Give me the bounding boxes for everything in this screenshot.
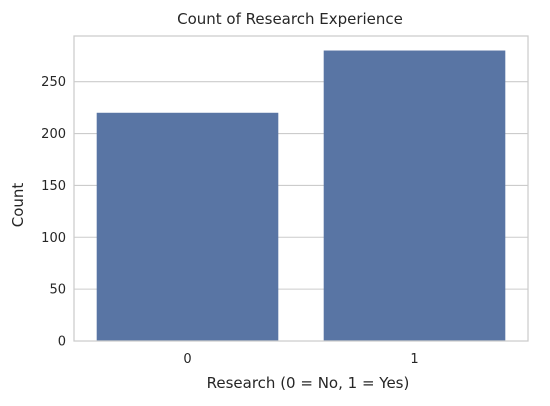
y-tick-label: 50 (49, 283, 66, 298)
x-tick-label: 0 (183, 352, 191, 367)
x-tick-label: 1 (410, 352, 418, 367)
bars (96, 50, 506, 342)
y-tick-label: 200 (41, 127, 66, 142)
y-tick-labels: 0 50 100 150 200 250 (41, 75, 66, 349)
bar-1 (323, 50, 506, 342)
y-tick-label: 250 (41, 75, 66, 90)
x-axis-label: Research (0 = No, 1 = Yes) (207, 374, 410, 392)
plot-frame (73, 35, 529, 342)
bar-0 (96, 112, 279, 341)
y-tick-label: 150 (41, 179, 66, 194)
chart-title: Count of Research Experience (177, 10, 403, 28)
y-axis-label: Count (9, 183, 27, 228)
y-tick-label: 0 (58, 335, 66, 350)
y-tick-label: 100 (41, 231, 66, 246)
